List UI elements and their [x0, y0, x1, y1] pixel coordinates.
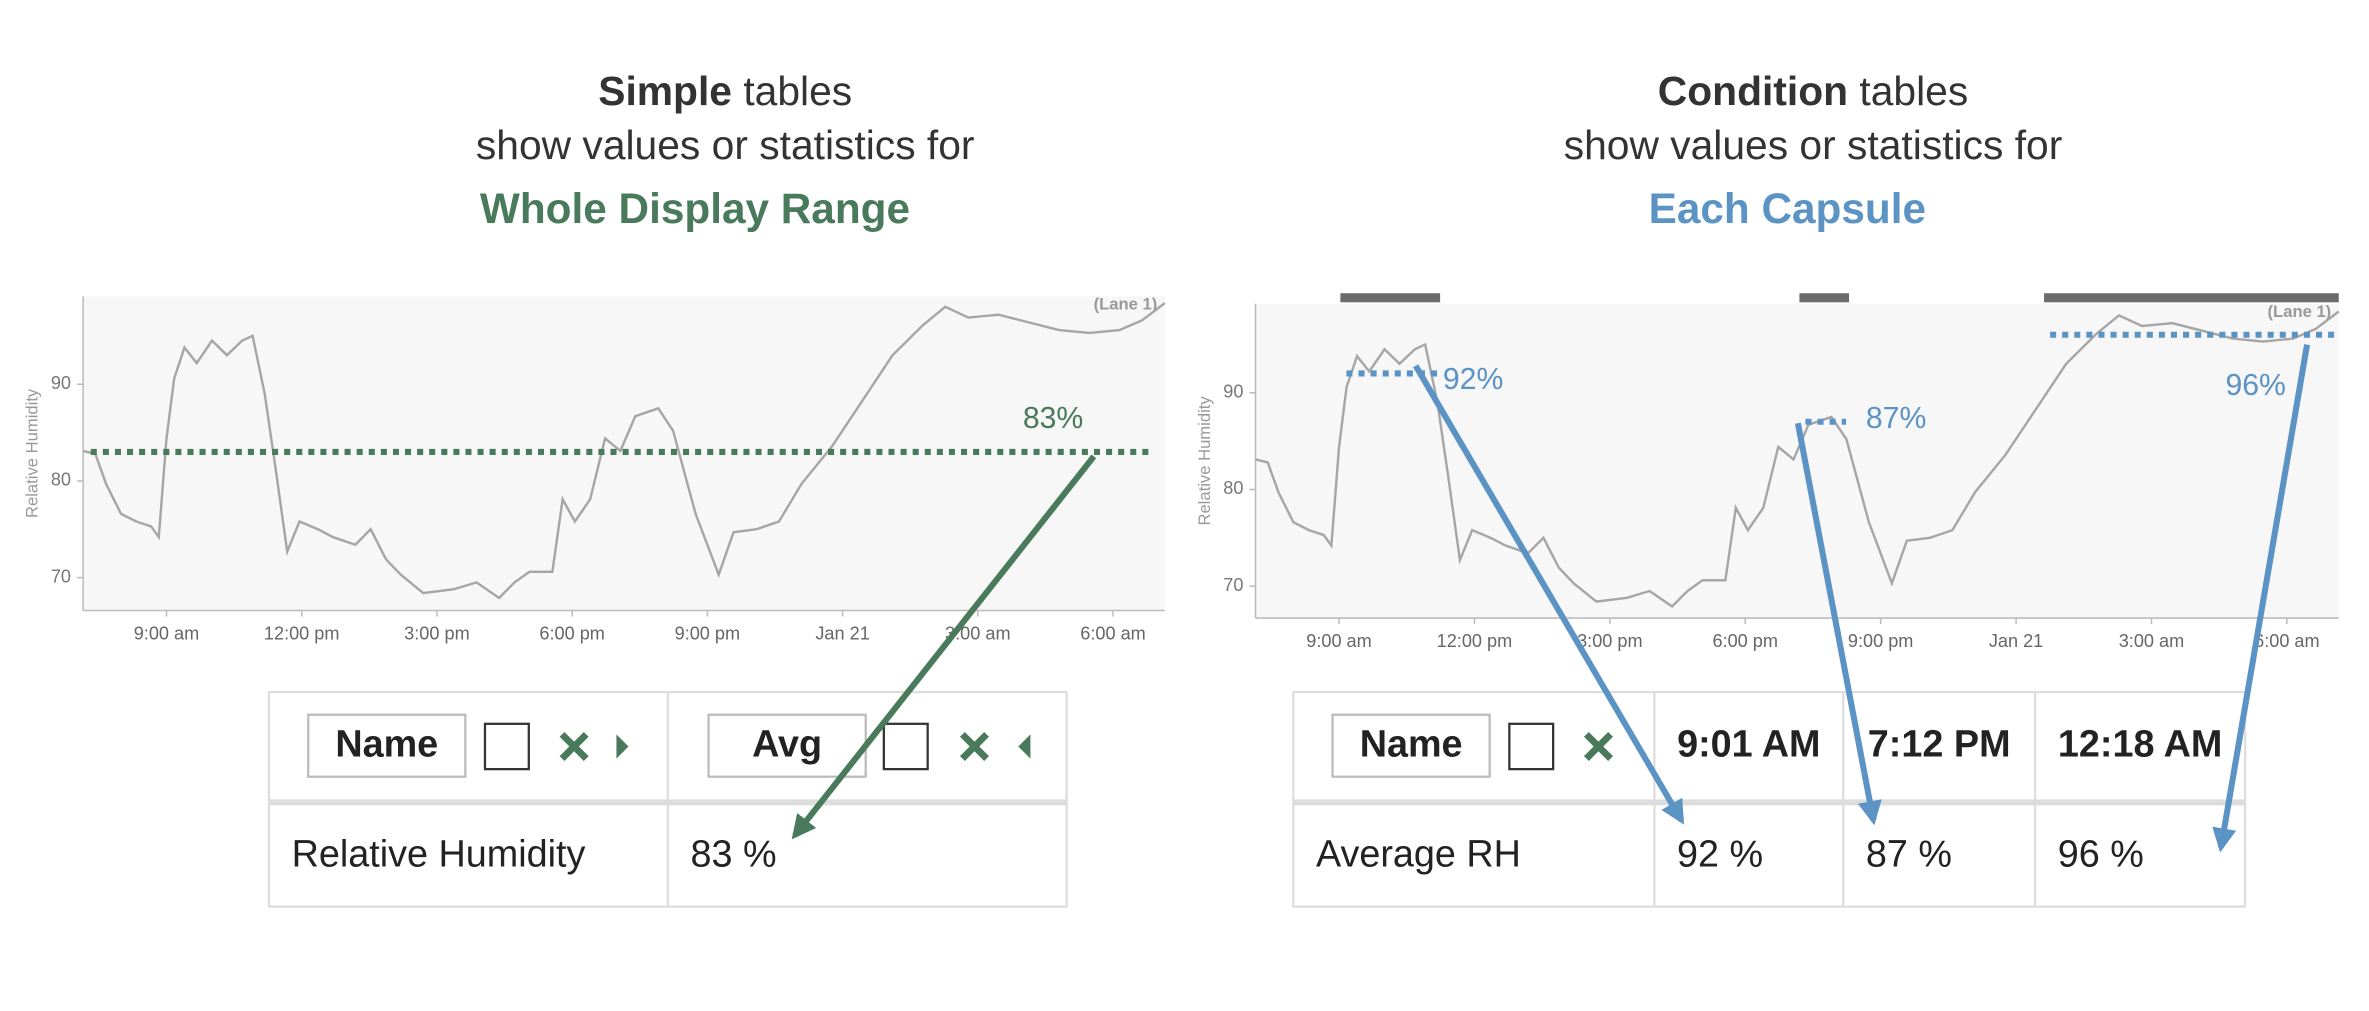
- heading: Simple tables: [598, 68, 852, 114]
- plot-area: [1255, 303, 2339, 619]
- arrow: [1794, 422, 1882, 826]
- series-line: [82, 302, 1166, 600]
- annotation: (Lane 1): [2268, 302, 2332, 321]
- y-tick-label: 70: [51, 566, 71, 586]
- heading-bold: Simple: [598, 68, 732, 114]
- x-tick-label: 9:00 am: [134, 623, 199, 643]
- header-box: [1331, 713, 1491, 778]
- table-cell: Relative Humidity: [292, 834, 586, 876]
- checkbox: [882, 722, 929, 771]
- table-cell: 92 %: [1677, 834, 1763, 876]
- y-axis-label: Relative Humidity: [23, 388, 42, 518]
- y-tick-label: 90: [51, 373, 71, 393]
- x-tick-label: 6:00 am: [2254, 631, 2320, 651]
- x-tick-label: Jan 21: [1989, 631, 2043, 651]
- column-header: 12:18 AM: [2058, 723, 2222, 765]
- x-tick-label: 3:00 am: [2119, 631, 2184, 651]
- subheading: show values or statistics for: [476, 122, 975, 168]
- tables: Name Avg Relative Humidity 83 % Name 9:01 AM 7…: [267, 690, 2247, 908]
- table-cell: Average RH: [1316, 834, 1521, 876]
- expand-icon: [616, 734, 629, 759]
- collapse-icon: [1018, 734, 1031, 759]
- capsule-bar: [1340, 293, 1441, 303]
- column-header: 9:01 AM: [1677, 723, 1820, 765]
- series-line: [1255, 310, 2340, 608]
- capsule-bar: [1799, 293, 1850, 303]
- heading-rest: tables: [743, 68, 852, 114]
- x-tick-label: 3:00 pm: [1577, 631, 1642, 651]
- x-tick-label: 9:00 am: [1306, 631, 1372, 651]
- charts: 70 80 90 9:00 am 12:00 pm 3:00 pm 6:00 pm 9:00 …: [23, 293, 2340, 651]
- arrow: [1413, 364, 1685, 825]
- average-label: 83%: [1023, 402, 1083, 435]
- scope-title: Each Capsule: [1649, 185, 1926, 232]
- capsule-bar: [2044, 293, 2339, 303]
- arrow: [791, 454, 1097, 840]
- y-axis-label: Relative Humidity: [1195, 396, 1214, 526]
- heading-bold: Condition: [1658, 68, 1848, 114]
- checkbox: [1508, 722, 1555, 771]
- line-chart: 70 80 90 9:00 am 12:00 pm 3:00 pm 6:00 pm 9:00 …: [1195, 293, 2340, 651]
- remove-icon: [559, 731, 589, 761]
- capsule-average-label: 96%: [2225, 369, 2285, 402]
- x-tick-label: 3:00 pm: [404, 623, 469, 643]
- arrows: [791, 344, 2311, 853]
- x-tick-label: 6:00 pm: [539, 623, 604, 643]
- table-cell: 96 %: [2058, 834, 2144, 876]
- checkbox: [483, 722, 530, 771]
- annotation: (Lane 1): [1094, 295, 1158, 314]
- column-header: Name: [1360, 723, 1463, 765]
- table-cell: 83 %: [690, 834, 776, 876]
- column-header: Avg: [752, 723, 822, 765]
- table: Name 9:01 AM 7:12 PM 12:18 AM Average RH 92 %…: [1292, 690, 2247, 908]
- header-box: [307, 713, 467, 778]
- heading-rest: tables: [1859, 68, 1968, 114]
- x-tick-label: Jan 21: [815, 623, 869, 643]
- heading: Condition tables: [1658, 68, 1968, 114]
- capsule-average-label: 92%: [1443, 363, 1503, 396]
- x-tick-label: 9:00 pm: [1848, 631, 1914, 651]
- y-tick-label: 80: [1223, 478, 1243, 498]
- x-tick-label: 6:00 pm: [1712, 631, 1777, 651]
- x-tick-label: 6:00 am: [1080, 623, 1146, 643]
- y-tick-label: 80: [51, 470, 71, 490]
- column-header: Name: [335, 723, 438, 765]
- scope-title: Whole Display Range: [480, 185, 910, 232]
- x-tick-label: 12:00 pm: [264, 623, 340, 643]
- arrow: [2212, 344, 2311, 853]
- x-tick-label: 9:00 pm: [675, 623, 740, 643]
- table-cell: 87 %: [1866, 834, 1952, 876]
- column-header: 7:12 PM: [1868, 723, 2011, 765]
- capsule-average-label: 87%: [1866, 402, 1926, 435]
- line-chart: 70 80 90 9:00 am 12:00 pm 3:00 pm 6:00 pm 9:00 …: [23, 295, 1166, 643]
- x-tick-label: 12:00 pm: [1437, 631, 1513, 651]
- table: Name Avg Relative Humidity 83 %: [267, 690, 1068, 908]
- remove-icon: [960, 731, 989, 761]
- y-tick-label: 90: [1223, 382, 1243, 402]
- remove-icon: [1583, 731, 1613, 761]
- y-tick-label: 70: [1223, 575, 1243, 595]
- subheading: show values or statistics for: [1564, 122, 2063, 168]
